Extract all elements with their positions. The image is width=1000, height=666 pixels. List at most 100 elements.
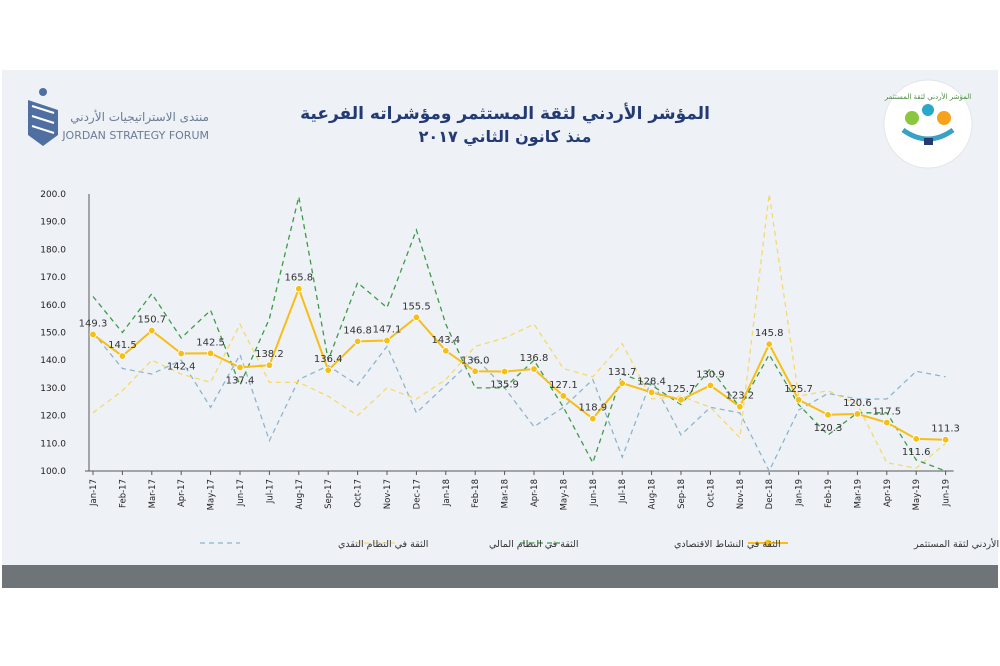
series-line-financial [92, 193, 947, 469]
y-axis: 100.0 110.0 120.0 130.0 140.0 150.0 160.0 170.0… [40, 190, 90, 477]
main-index-point [736, 403, 744, 411]
main-index-point [912, 435, 920, 443]
main-index-point [706, 381, 715, 390]
x-tick-label: Dec-18 [765, 479, 775, 509]
people-icon [901, 104, 955, 145]
x-tick-label: Nov-17 [383, 479, 393, 509]
main-index-point [353, 337, 362, 346]
x-tick-label: Dec-17 [412, 479, 422, 509]
y-tick-label: 200.0 [40, 190, 66, 200]
legend: المؤشر الأردني لثقة المستثمر الثقة في الن… [200, 538, 1000, 550]
main-index-point [853, 410, 862, 418]
x-tick-label: Apr-19 [883, 479, 893, 507]
main-index-point [500, 367, 509, 376]
main-index-point [265, 361, 274, 369]
data-label: 142.5 [196, 337, 225, 348]
x-tick-label: Oct-17 [354, 479, 364, 508]
x-tick-label: Aug-17 [295, 479, 305, 509]
x-tick-label: Mar-17 [148, 479, 158, 508]
chart-title-line2: منذ كانون الثاني ٢٠١٧ [419, 127, 592, 147]
data-label: 165.8 [284, 273, 313, 284]
x-tick-label: Jun-19 [942, 479, 952, 507]
data-label: 123.2 [725, 391, 754, 402]
x-tick-label: Jan-19 [795, 479, 805, 507]
main-index-point [412, 313, 421, 321]
main-index-point [589, 414, 597, 423]
data-label: 111.6 [902, 447, 931, 458]
y-tick-label: 120.0 [40, 412, 66, 422]
legend-marker [764, 539, 772, 547]
data-label: 111.3 [931, 424, 960, 435]
org-name-en: JORDAN STRATEGY FORUM [61, 129, 209, 142]
main-index-point [647, 388, 656, 397]
x-tick-label: Apr-17 [177, 479, 187, 507]
data-label: 149.3 [79, 318, 108, 329]
x-tick-label: Feb-19 [824, 479, 834, 508]
index-logo-text: المؤشر الأردني لثقة المستثمر [884, 92, 971, 101]
main-index-point [206, 349, 215, 357]
data-label: 145.8 [755, 328, 784, 339]
data-label: 135.9 [490, 380, 519, 391]
data-label: 146.8 [343, 325, 372, 336]
main-index-point [324, 366, 332, 374]
data-label: 120.3 [814, 423, 843, 434]
main-index-point [794, 396, 803, 404]
org-name-ar: منتدى الاستراتيجيات الأردني [70, 109, 209, 125]
main-index-point [295, 285, 303, 293]
x-tick-label: May-18 [559, 479, 569, 510]
data-label: 125.7 [784, 384, 813, 395]
x-axis: Jan-17 Feb-17 Mar-17 Apr-17 May-17 Jun-17 Jul-… [85, 470, 954, 510]
data-label: 141.5 [108, 340, 137, 351]
x-tick-label: Jan-18 [442, 479, 452, 507]
chart-card [2, 70, 998, 588]
y-tick-label: 180.0 [40, 245, 66, 255]
data-label: 127.1 [549, 380, 578, 391]
x-tick-label: May-17 [207, 479, 217, 510]
main-index-point [236, 363, 244, 372]
x-tick-label: Sep-18 [677, 479, 687, 509]
chart-title-line1: المؤشر الأردني لثقة المستثمر ومؤشراته ال… [300, 103, 710, 124]
x-tick-label: Jun-18 [589, 479, 599, 507]
main-index-point [118, 352, 127, 360]
data-label: 118.9 [578, 403, 607, 414]
data-label: 138.2 [255, 349, 284, 360]
x-tick-label: Nov-18 [736, 479, 746, 509]
main-index-point [618, 379, 626, 387]
main-index-point [677, 396, 685, 404]
main-index-point [883, 418, 891, 427]
legend-label-financial: الثقة في النظام المالي [489, 539, 579, 550]
data-label: 128.4 [637, 376, 666, 387]
data-label: 136.8 [520, 353, 549, 364]
y-tick-label: 130.0 [40, 384, 66, 394]
data-label: 120.6 [843, 398, 872, 409]
main-index-point [89, 330, 97, 339]
x-tick-label: Mar-18 [501, 479, 511, 508]
x-tick-label: Aug-18 [648, 479, 658, 509]
x-tick-label: Feb-18 [471, 479, 481, 508]
y-tick-label: 140.0 [40, 356, 66, 366]
y-tick-label: 160.0 [40, 301, 66, 311]
y-tick-label: 150.0 [40, 329, 66, 339]
y-tick-label: 190.0 [40, 218, 66, 228]
x-tick-label: Feb-17 [118, 479, 128, 508]
main-index-point [559, 392, 568, 400]
x-tick-label: Apr-18 [530, 479, 540, 507]
x-tick-label: Sep-17 [324, 479, 334, 509]
x-tick-label: Jul-18 [618, 479, 628, 504]
data-label: 143.4 [431, 335, 460, 346]
main-index-point [765, 340, 773, 348]
data-label: 147.1 [373, 325, 402, 336]
y-tick-label: 110.0 [40, 439, 66, 449]
data-label: 137.4 [226, 375, 255, 386]
data-label: 142.4 [167, 362, 196, 373]
main-index-point [471, 367, 479, 375]
main-index-point [824, 411, 832, 419]
data-label: 136.4 [314, 354, 343, 365]
x-tick-label: May-19 [912, 479, 922, 510]
legend-label-monetary: الثقة في النظام النقدي [338, 539, 428, 550]
data-label: 150.7 [137, 315, 166, 326]
main-index-point [177, 349, 185, 358]
x-tick-label: Jul-17 [265, 479, 275, 504]
